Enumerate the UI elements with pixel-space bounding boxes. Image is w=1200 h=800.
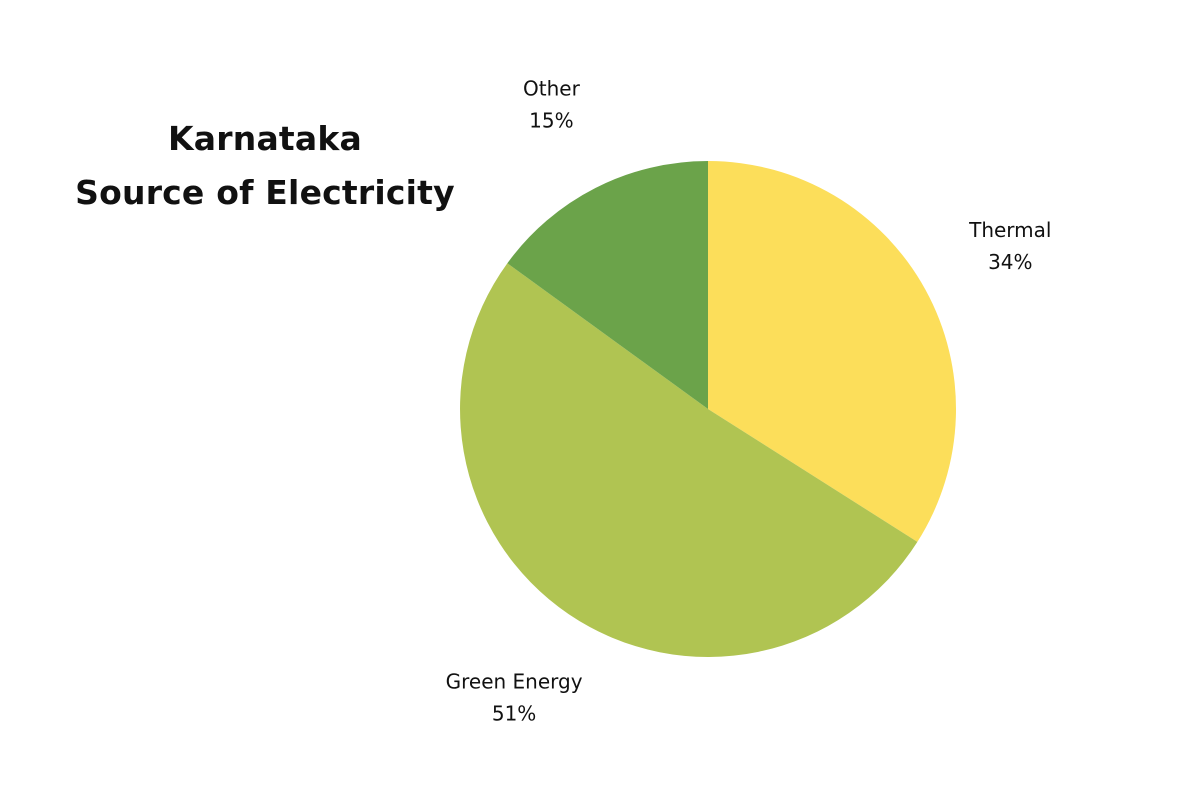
- slice-label-green-energy: Green Energy 51%: [446, 669, 583, 725]
- slice-label-thermal: Thermal 34%: [968, 218, 1051, 274]
- pie-slice-thermal: [708, 161, 956, 542]
- slice-label-value: 51%: [492, 701, 536, 725]
- pie-slice-green-energy: [460, 263, 918, 657]
- slice-label-value: 34%: [988, 250, 1032, 274]
- slice-label-value: 15%: [529, 109, 573, 133]
- chart-title-line-1: Karnataka: [168, 119, 362, 158]
- slice-label-name: Green Energy: [446, 669, 583, 693]
- slice-label-other: Other 15%: [523, 77, 581, 133]
- chart-title-line-2: Source of Electricity: [75, 173, 455, 212]
- slice-label-name: Thermal: [968, 218, 1051, 242]
- chart-title: Karnataka Source of Electricity: [60, 112, 470, 220]
- slice-label-name: Other: [523, 77, 581, 101]
- pie-slice-other: [507, 161, 708, 409]
